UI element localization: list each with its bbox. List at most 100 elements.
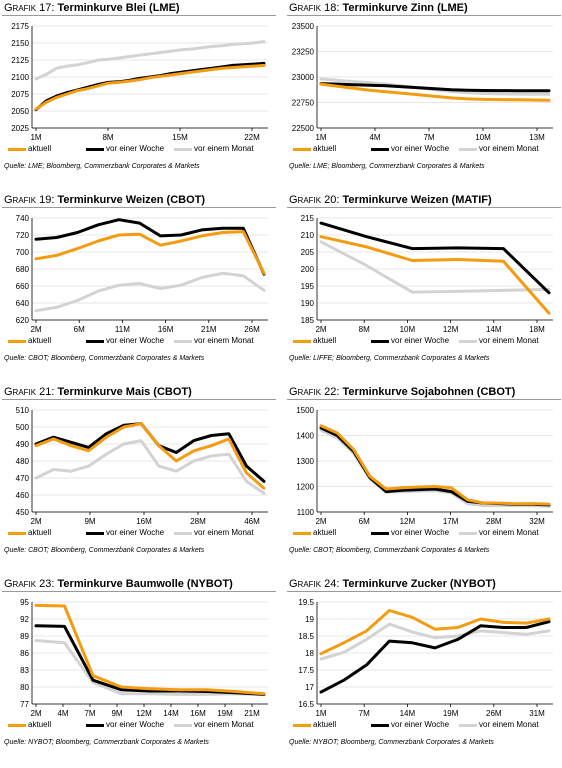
- legend-label: vor einem Monat: [479, 720, 539, 729]
- chart-panel: Grafik 22: Terminkurve Sojabohnen (CBOT)…: [287, 386, 562, 576]
- x-tick-label: 1M: [315, 709, 326, 718]
- x-tick-label: 7M: [84, 709, 95, 718]
- y-tick-label: 2075: [11, 90, 29, 99]
- y-tick-label: 450: [16, 508, 30, 517]
- y-tick-label: 2050: [11, 107, 29, 116]
- series-line-aktuell: [34, 603, 266, 696]
- y-tick-label: 2025: [11, 124, 29, 133]
- x-tick-label: 12M: [400, 517, 416, 526]
- y-tick-label: 86: [20, 649, 29, 658]
- legend-label: aktuell: [313, 144, 337, 153]
- x-tick-label: 12M: [443, 325, 459, 334]
- series-line-woche: [319, 221, 551, 295]
- x-tick-label: 2M: [315, 325, 326, 334]
- legend-swatch: [459, 148, 477, 151]
- chart-title: Grafik 23: Terminkurve Baumwolle (NYBOT): [4, 578, 233, 590]
- chart-panel: Grafik 18: Terminkurve Zinn (LME) 22500 22…: [287, 2, 562, 192]
- x-tick-label: 10M: [475, 133, 491, 142]
- x-tick-label: 28M: [190, 517, 206, 526]
- x-tick-label: 16M: [136, 517, 152, 526]
- series-line-monat: [34, 40, 266, 81]
- y-tick-label: 510: [16, 406, 30, 415]
- x-tick-label: 6M: [359, 517, 370, 526]
- x-tick-label: 16M: [190, 709, 206, 718]
- legend-swatch: [293, 148, 311, 151]
- chart-title-text: Terminkurve Weizen (CBOT): [57, 194, 206, 206]
- legend-swatch: [371, 724, 389, 727]
- title-rule: [287, 399, 561, 400]
- legend-swatch: [293, 724, 311, 727]
- y-tick-label: 200: [301, 265, 315, 274]
- y-tick-label: 720: [16, 231, 30, 240]
- x-tick-label: 18M: [529, 325, 545, 334]
- legend-swatch: [86, 148, 104, 151]
- y-tick-label: 460: [16, 491, 30, 500]
- legend-label: vor einem Monat: [479, 528, 539, 537]
- chart-title-text: Terminkurve Sojabohnen (CBOT): [342, 386, 516, 398]
- y-tick-label: 77: [20, 700, 29, 709]
- x-tick-label: 14M: [400, 709, 416, 718]
- series-line-monat: [34, 439, 266, 495]
- y-tick-label: 185: [301, 316, 315, 325]
- y-tick-label: 89: [20, 632, 29, 641]
- chart-title: Grafik 17: Terminkurve Blei (LME): [4, 2, 180, 14]
- y-tick-label: 205: [301, 248, 315, 257]
- y-tick-label: 1500: [296, 406, 314, 415]
- x-tick-label: 10M: [400, 325, 416, 334]
- y-tick-label: 1400: [296, 432, 314, 441]
- x-tick-label: 46M: [244, 517, 260, 526]
- y-tick-label: 16.5: [298, 700, 314, 709]
- legend-swatch: [8, 340, 26, 343]
- x-tick-label: 8M: [359, 325, 370, 334]
- legend-swatch: [8, 532, 26, 535]
- chart-title-text: Terminkurve Zinn (LME): [342, 2, 468, 14]
- y-tick-label: 480: [16, 457, 30, 466]
- chart-source: Quelle: LIFFE; Bloomberg, Commerzbank Co…: [289, 355, 490, 362]
- y-tick-label: 215: [301, 214, 315, 223]
- chart-plot: 2025 2050 2075 2100 2125 2150 2175 1M 8M 15M 22M: [11, 22, 268, 142]
- chart-plot: 620 640 660 680 700 720 740 2M 6M 11M 16M 21M 26M: [16, 214, 268, 334]
- x-tick-label: 17M: [443, 517, 459, 526]
- y-tick-label: 80: [20, 683, 29, 692]
- x-tick-label: 2M: [30, 517, 41, 526]
- legend-label: vor einer Woche: [106, 144, 165, 153]
- chart-number: Grafik 18:: [289, 2, 343, 14]
- chart-title-text: Terminkurve Zucker (NYBOT): [342, 578, 496, 590]
- series-line-woche: [34, 61, 266, 112]
- series-line-aktuell: [319, 235, 551, 315]
- series-line-aktuell: [34, 230, 266, 275]
- series-line-aktuell: [34, 63, 266, 111]
- chart-number: Grafik 21:: [4, 386, 58, 398]
- chart-source: Quelle: CBOT; Bloomberg, Commerzbank Cor…: [289, 547, 490, 554]
- x-tick-label: 1M: [30, 133, 41, 142]
- x-tick-label: 4M: [369, 133, 380, 142]
- legend-label: aktuell: [313, 720, 337, 729]
- legend-label: aktuell: [28, 720, 52, 729]
- chart-source: Quelle: LME; Bloomberg, Commerzbank Corp…: [4, 163, 200, 170]
- legend-label: aktuell: [28, 528, 52, 537]
- y-tick-label: 95: [20, 598, 29, 607]
- legend-label: aktuell: [28, 144, 52, 153]
- legend-label: vor einem Monat: [194, 336, 254, 345]
- chart-source: Quelle: CBOT; Bloomberg, Commerzbank Cor…: [4, 355, 205, 362]
- y-tick-label: 23500: [292, 22, 315, 31]
- chart-plot: 22500 22750 23000 23250 23500 1M 4M 7M 10M 13M: [292, 22, 553, 142]
- x-tick-label: 14M: [163, 709, 179, 718]
- series-line-aktuell: [319, 82, 551, 102]
- x-tick-label: 21M: [244, 709, 260, 718]
- y-tick-label: 490: [16, 440, 30, 449]
- legend-swatch: [293, 340, 311, 343]
- chart-plot: 450 460 470 480 490 500 510 2M 9M 16M 28M 46M: [16, 406, 268, 526]
- legend-label: aktuell: [313, 336, 337, 345]
- legend-swatch: [86, 724, 104, 727]
- series-line-woche: [319, 620, 551, 694]
- y-tick-label: 740: [16, 214, 30, 223]
- chart-panel: Grafik 17: Terminkurve Blei (LME) 2025 205…: [2, 2, 278, 192]
- y-tick-label: 2150: [11, 39, 29, 48]
- chart-title-text: Terminkurve Blei (LME): [57, 2, 180, 14]
- x-tick-label: 26M: [486, 709, 502, 718]
- legend-label: vor einem Monat: [194, 144, 254, 153]
- x-tick-label: 7M: [359, 709, 370, 718]
- y-tick-label: 22750: [292, 99, 315, 108]
- y-tick-label: 18: [305, 649, 314, 658]
